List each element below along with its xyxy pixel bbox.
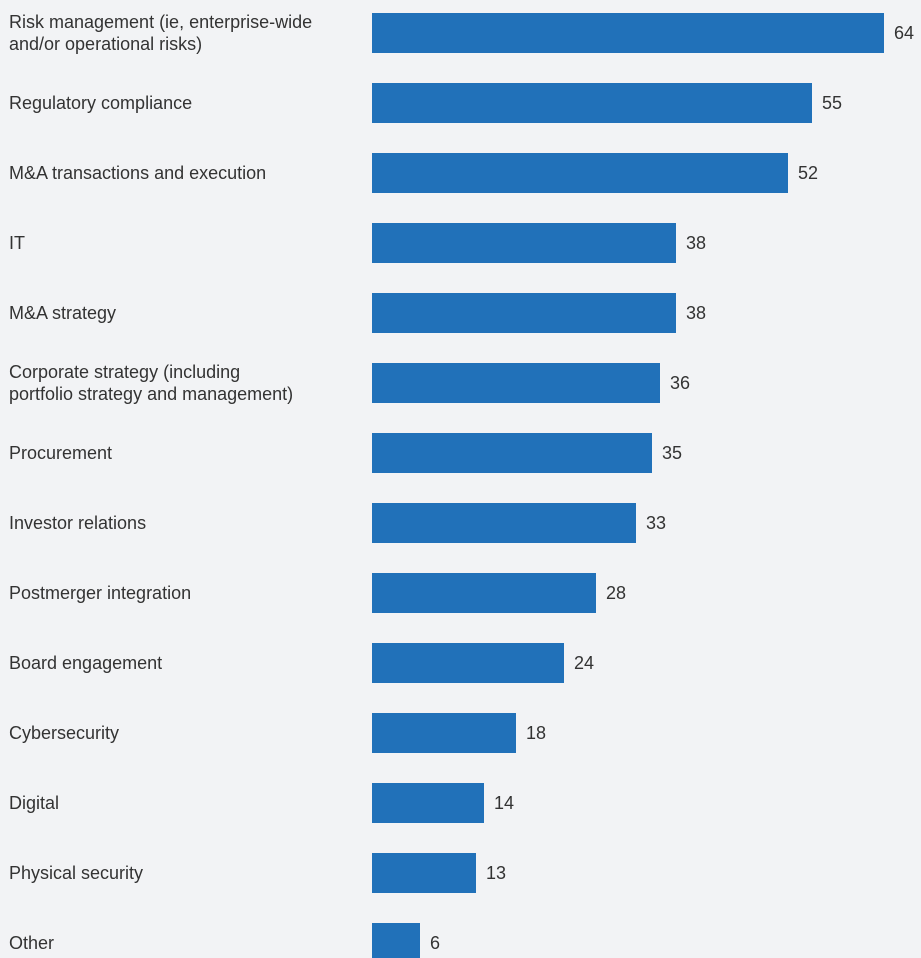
category-label-line: Corporate strategy (including xyxy=(9,362,240,382)
category-label-line: Procurement xyxy=(9,443,112,463)
bars xyxy=(372,13,884,958)
value-label: 6 xyxy=(430,933,440,953)
category-label: Procurement xyxy=(9,443,112,463)
category-label-line: Investor relations xyxy=(9,513,146,533)
category-label: M&A transactions and execution xyxy=(9,163,266,183)
bar-3 xyxy=(372,223,676,263)
category-label-line: Other xyxy=(9,933,54,953)
category-label: Other xyxy=(9,933,54,953)
bar-11 xyxy=(372,783,484,823)
bar-2 xyxy=(372,153,788,193)
value-label: 28 xyxy=(606,583,626,603)
bar-7 xyxy=(372,503,636,543)
category-label-line: IT xyxy=(9,233,25,253)
category-label-line: Digital xyxy=(9,793,59,813)
category-label-line: portfolio strategy and management) xyxy=(9,384,293,404)
category-label-line: Board engagement xyxy=(9,653,162,673)
category-label: Postmerger integration xyxy=(9,583,191,603)
bar-4 xyxy=(372,293,676,333)
bar-6 xyxy=(372,433,652,473)
bar-10 xyxy=(372,713,516,753)
value-label: 52 xyxy=(798,163,818,183)
value-label: 64 xyxy=(894,23,914,43)
bar-5 xyxy=(372,363,660,403)
category-label-line: Physical security xyxy=(9,863,143,883)
category-label-line: Risk management (ie, enterprise-wide xyxy=(9,12,312,32)
value-label: 38 xyxy=(686,233,706,253)
category-label: Physical security xyxy=(9,863,143,883)
value-label: 13 xyxy=(486,863,506,883)
category-label: Digital xyxy=(9,793,59,813)
value-label: 38 xyxy=(686,303,706,323)
value-label: 18 xyxy=(526,723,546,743)
category-label-line: M&A strategy xyxy=(9,303,116,323)
category-label: Corporate strategy (including portfolio s… xyxy=(9,362,293,404)
value-label: 36 xyxy=(670,373,690,393)
value-labels: 64 55 52 38 38 36 35 33 28 24 18 14 13 6 xyxy=(430,23,914,953)
bar-0 xyxy=(372,13,884,53)
category-label-line: Postmerger integration xyxy=(9,583,191,603)
category-label: M&A strategy xyxy=(9,303,116,323)
category-label: Risk management (ie, enterprise-wide and/… xyxy=(9,12,312,54)
value-label: 55 xyxy=(822,93,842,113)
value-label: 14 xyxy=(494,793,514,813)
bar-9 xyxy=(372,643,564,683)
category-labels: Risk management (ie, enterprise-wide and/… xyxy=(9,12,312,953)
value-label: 33 xyxy=(646,513,666,533)
category-label: Cybersecurity xyxy=(9,723,119,743)
bar-12 xyxy=(372,853,476,893)
value-label: 24 xyxy=(574,653,594,673)
bar-13 xyxy=(372,923,420,958)
value-label: 35 xyxy=(662,443,682,463)
category-label: Board engagement xyxy=(9,653,162,673)
category-label-line: Regulatory compliance xyxy=(9,93,192,113)
category-label: IT xyxy=(9,233,25,253)
bar-8 xyxy=(372,573,596,613)
category-label: Regulatory compliance xyxy=(9,93,192,113)
category-label-line: and/or operational risks) xyxy=(9,34,202,54)
bar-1 xyxy=(372,83,812,123)
category-label: Investor relations xyxy=(9,513,146,533)
category-label-line: Cybersecurity xyxy=(9,723,119,743)
category-label-line: M&A transactions and execution xyxy=(9,163,266,183)
